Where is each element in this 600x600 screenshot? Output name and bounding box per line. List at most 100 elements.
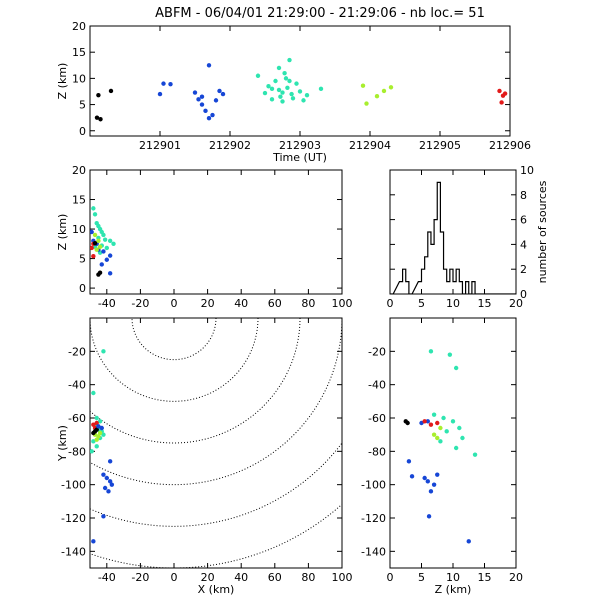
data-point (94, 247, 99, 252)
data-point (97, 419, 103, 424)
data-point (168, 81, 173, 87)
z-y-view-xtick-label: 5 (418, 571, 425, 584)
data-point (107, 459, 113, 464)
data-point (206, 115, 212, 121)
data-point (210, 112, 215, 118)
data-point (409, 474, 415, 479)
z-y-view-ytick-label: -20 (368, 345, 386, 358)
data-point (460, 435, 465, 441)
histogram-bin (431, 244, 434, 294)
plan-view-x-axis-title: X (km) (198, 583, 235, 596)
data-point (94, 444, 99, 449)
figure-title: ABFM - 06/04/01 21:29:00 - 21:29:06 - nb… (155, 6, 485, 21)
data-point (444, 429, 449, 434)
data-point (91, 206, 96, 211)
z-y-view-marks (403, 349, 478, 544)
data-point (388, 85, 394, 90)
plan-view-ytick-label: -60 (68, 412, 86, 425)
z-y-view-ytick-label: -120 (361, 512, 386, 525)
x-height-ytick-label: 15 (72, 194, 86, 207)
data-point (199, 94, 205, 99)
data-point (91, 439, 96, 444)
data-point (285, 85, 290, 91)
data-point (364, 101, 369, 106)
data-point (255, 73, 261, 78)
histogram-bin (447, 282, 450, 294)
data-point (289, 91, 294, 97)
data-point (104, 245, 110, 251)
data-point (441, 415, 446, 421)
x-height-panel: -40 -20 0 20 40 60 80 100 0 5 10 15 20 Z (km) (56, 164, 353, 310)
data-point (199, 102, 205, 107)
data-point (447, 352, 453, 357)
data-point (472, 452, 478, 457)
data-point (266, 84, 271, 89)
data-point (94, 420, 99, 426)
time-height-xtick-label: 212906 (489, 139, 531, 152)
data-point (107, 271, 113, 276)
x-height-y-axis-title: Z (km) (56, 214, 69, 251)
plan-view-xtick-label: 80 (301, 571, 315, 584)
data-point (287, 78, 292, 84)
time-height-marks (94, 57, 508, 122)
z-y-view-xtick-label: 0 (387, 571, 394, 584)
data-point (196, 97, 201, 102)
height-histogram-ytick-label: 2 (520, 263, 527, 276)
time-height-frame (89, 25, 511, 137)
z-y-view-xtick-label: 10 (446, 571, 460, 584)
time-height-xtick-label: 212901 (139, 139, 181, 152)
data-point (99, 262, 104, 267)
x-height-marks (90, 206, 116, 277)
data-point (282, 70, 287, 76)
data-point (428, 489, 434, 494)
data-point (381, 88, 387, 94)
data-point (276, 65, 282, 71)
plan-view-frame (89, 317, 343, 569)
data-point (276, 87, 282, 93)
histogram-outline (390, 181, 516, 294)
x-height-xtick-label: 80 (301, 297, 315, 310)
data-point (502, 91, 508, 96)
data-point (111, 241, 116, 247)
data-point (107, 479, 113, 484)
plan-view-ytick-label: -100 (61, 479, 86, 492)
data-point (92, 232, 98, 238)
data-point (94, 415, 99, 421)
height-histogram-ytick-label: 0 (520, 288, 527, 301)
data-point (107, 253, 113, 258)
plan-view-ytick-label: -40 (68, 379, 86, 392)
x-height-xtick-label: -40 (98, 297, 116, 310)
data-point (435, 472, 440, 477)
data-point (425, 419, 430, 424)
data-point (297, 89, 303, 94)
data-point (290, 96, 296, 101)
data-point (438, 425, 443, 431)
x-height-xtick-label: 100 (332, 297, 353, 310)
x-height-frame (89, 169, 343, 295)
height-histogram-ytick-label: 6 (520, 214, 527, 227)
data-point (431, 482, 437, 487)
z-y-view-frame (389, 317, 517, 569)
data-point (425, 479, 430, 484)
x-height-ytick-label: 20 (72, 164, 86, 177)
time-height-ytick-label: 0 (79, 125, 86, 138)
data-point (497, 88, 502, 94)
data-point (466, 539, 471, 544)
z-y-view-xtick-label: 15 (478, 571, 492, 584)
data-point (435, 435, 440, 441)
data-point (91, 422, 96, 427)
x-height-xtick-label: 60 (268, 297, 282, 310)
data-point (94, 427, 99, 432)
data-point (91, 254, 96, 259)
data-point (301, 98, 306, 103)
data-point (431, 432, 437, 437)
height-histogram-xtick-label: 15 (478, 297, 492, 310)
time-height-xtick-label: 212904 (349, 139, 391, 152)
plan-view-ytick-label: -140 (61, 545, 86, 558)
plan-view-xtick-label: -40 (98, 571, 116, 584)
height-histogram-y-axis-title: number of sources (536, 180, 549, 283)
data-point (101, 349, 106, 354)
data-point (499, 100, 504, 105)
